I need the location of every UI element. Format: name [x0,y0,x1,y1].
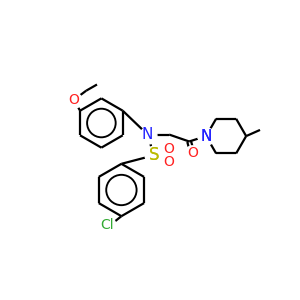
Text: N: N [200,129,212,144]
Text: Cl: Cl [101,218,114,233]
Text: O: O [68,93,79,107]
Text: S: S [148,146,159,164]
Text: N: N [142,127,153,142]
Text: O: O [164,142,175,156]
Text: S: S [148,146,159,164]
Text: N: N [200,129,212,144]
Text: O: O [187,146,198,160]
Text: O: O [164,154,175,169]
